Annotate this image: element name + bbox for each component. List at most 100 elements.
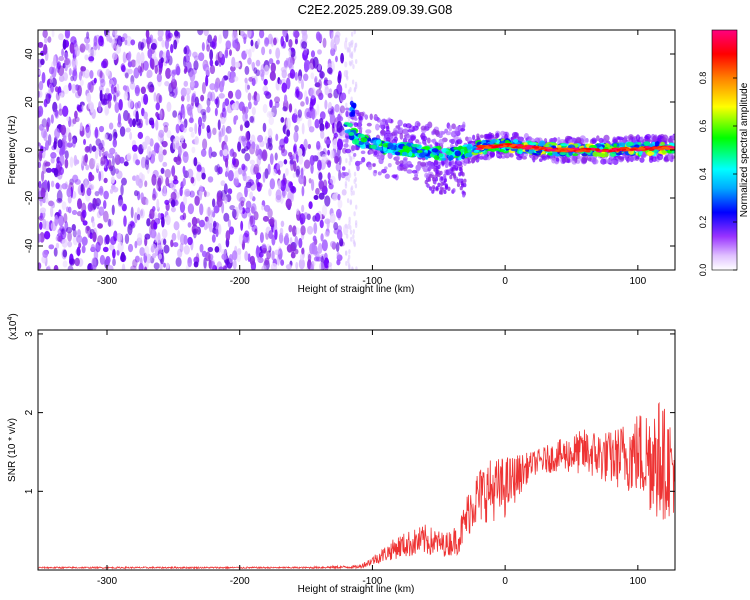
spectrogram-noise-blob xyxy=(317,243,323,254)
spectrogram-noise-blob xyxy=(123,57,128,63)
spectrogram-noise-blob xyxy=(81,245,86,254)
spectrogram-xtick-label: -100 xyxy=(362,276,382,287)
spectrogram-noise-blob xyxy=(266,111,273,119)
spectrogram-noise-blob xyxy=(47,36,52,43)
snr-ytick-label: 2 xyxy=(24,409,35,415)
spectrogram-noise-blob xyxy=(303,59,311,71)
spectrogram-noise-blob xyxy=(108,218,112,227)
spectrogram-ridge-blob xyxy=(502,144,508,147)
spectrogram-noise-blob xyxy=(139,257,143,269)
spectrogram-noise-blob xyxy=(146,218,151,227)
spectrogram-fringe-blob xyxy=(345,233,349,239)
spectrogram-noise-blob xyxy=(292,225,297,237)
spectrogram-noise-blob xyxy=(224,259,230,265)
spectrogram-noise-blob xyxy=(139,246,145,257)
spectrogram-noise-blob xyxy=(117,199,124,208)
spectrogram-noise-blob xyxy=(242,112,248,123)
spectrogram-noise-blob xyxy=(239,30,246,37)
spectrogram-noise-blob xyxy=(49,76,54,84)
spectrogram-noise-blob xyxy=(42,218,47,230)
spectrogram-noise-blob xyxy=(127,52,131,63)
spectrogram-noise-blob xyxy=(147,36,152,42)
spectrogram-noise-blob xyxy=(218,224,222,235)
spectrogram-dip-blob xyxy=(429,173,433,179)
spectrogram-noise-blob xyxy=(325,120,329,130)
spectrogram-fringe-blob xyxy=(353,211,356,217)
spectrogram-halo-blob xyxy=(381,168,387,174)
spectrogram-noise-blob xyxy=(288,224,293,233)
spectrogram-noise-blob xyxy=(53,109,59,117)
spectrogram-band-blob xyxy=(346,122,353,128)
spectrogram-noise-blob xyxy=(255,144,260,155)
spectrogram-noise-blob xyxy=(107,93,113,102)
spectrogram-noise-blob xyxy=(301,122,305,135)
spectrogram-noise-blob xyxy=(214,107,218,117)
spectrogram-ridge-blob xyxy=(540,146,547,149)
spectrogram-noise-blob xyxy=(269,217,275,227)
spectrogram-noise-blob xyxy=(125,127,131,133)
spectrogram-fringe-blob xyxy=(350,187,353,193)
spectrogram-noise-blob xyxy=(68,67,72,76)
spectrogram-noise-blob xyxy=(156,198,160,210)
spectrogram-noise-blob xyxy=(89,174,95,181)
spectrogram-noise-blob xyxy=(318,172,323,181)
spectrogram-noise-blob xyxy=(288,103,293,113)
spectrogram-fringe-blob xyxy=(347,176,351,182)
spectrogram-noise-blob xyxy=(183,46,188,55)
spectrogram-noise-blob xyxy=(206,125,211,133)
spectrogram-noise-blob xyxy=(179,186,183,197)
spectrogram-noise-blob xyxy=(237,167,243,175)
snr-x-ticks: -300 -200 -100 0 100 xyxy=(97,330,647,587)
spectrogram-noise-blob xyxy=(187,49,192,58)
spectrogram-noise-blob xyxy=(255,59,261,67)
spectrogram-halo-blob xyxy=(385,129,391,135)
spectrogram-ridge-blob xyxy=(562,147,571,150)
spectrogram-noise-blob xyxy=(63,58,71,66)
spectrogram-halo-blob xyxy=(562,157,569,163)
spectrogram-noise-blob xyxy=(146,69,153,78)
spectrogram-halo-blob xyxy=(376,117,381,123)
spectrogram-noise-blob xyxy=(194,195,200,206)
spectrogram-noise-blob xyxy=(67,231,72,242)
spectrogram-noise-blob xyxy=(165,67,172,79)
spectrogram-ridge-blob xyxy=(616,148,621,151)
spectrogram-fringe-blob xyxy=(354,43,357,49)
spectrogram-halo-blob xyxy=(632,137,637,143)
spectrogram-noise-blob xyxy=(210,210,214,218)
svg-text:(x104): (x104) xyxy=(7,313,19,340)
spectrogram-band-blob xyxy=(599,153,606,158)
spectrogram-noise-blob xyxy=(251,141,256,150)
spectrogram-noise-blob xyxy=(298,174,305,185)
spectrogram-band-blob xyxy=(370,144,377,150)
spectrogram-noise-blob xyxy=(234,61,241,68)
spectrogram-halo-blob xyxy=(400,166,404,171)
spectrogram-noise-blob xyxy=(332,122,336,129)
spectrogram-noise-blob xyxy=(84,146,91,153)
spectrogram-ridge-blob xyxy=(652,146,660,150)
spectrogram-noise-blob xyxy=(329,175,336,185)
spectrogram-noise-blob xyxy=(220,248,227,256)
spectrogram-band-blob xyxy=(637,142,642,146)
spectrogram-band-blob xyxy=(560,143,568,147)
spectrogram-noise-blob xyxy=(294,124,299,132)
spectrogram-noise-blob xyxy=(246,84,250,90)
spectrogram-noise-blob xyxy=(50,180,55,188)
spectrogram-noise-blob xyxy=(58,209,62,217)
spectrogram-halo-blob xyxy=(394,130,398,135)
spectrogram-noise-blob xyxy=(189,190,195,198)
spectrogram-band-blob xyxy=(394,151,401,156)
spectrogram-noise-blob xyxy=(103,133,108,141)
spectrogram-noise-blob xyxy=(81,209,87,219)
colorbar-label: Normalized spectral amplitude xyxy=(739,82,750,217)
spectrogram-noise-blob xyxy=(107,99,112,109)
spectrogram-ytick-label: 40 xyxy=(24,48,35,60)
spectrogram-noise-blob xyxy=(67,195,72,204)
spectrogram-noise-blob xyxy=(312,155,316,163)
spectrogram-ridge-blob xyxy=(638,146,644,150)
snr-xtick-label: -200 xyxy=(230,576,250,587)
spectrogram-band-blob xyxy=(348,132,355,136)
spectrogram-noise-blob xyxy=(264,168,269,179)
spectrogram-noise-blob xyxy=(237,141,242,152)
spectrogram-noise-blob xyxy=(201,82,206,94)
spectrogram-noise-blob xyxy=(247,253,251,263)
